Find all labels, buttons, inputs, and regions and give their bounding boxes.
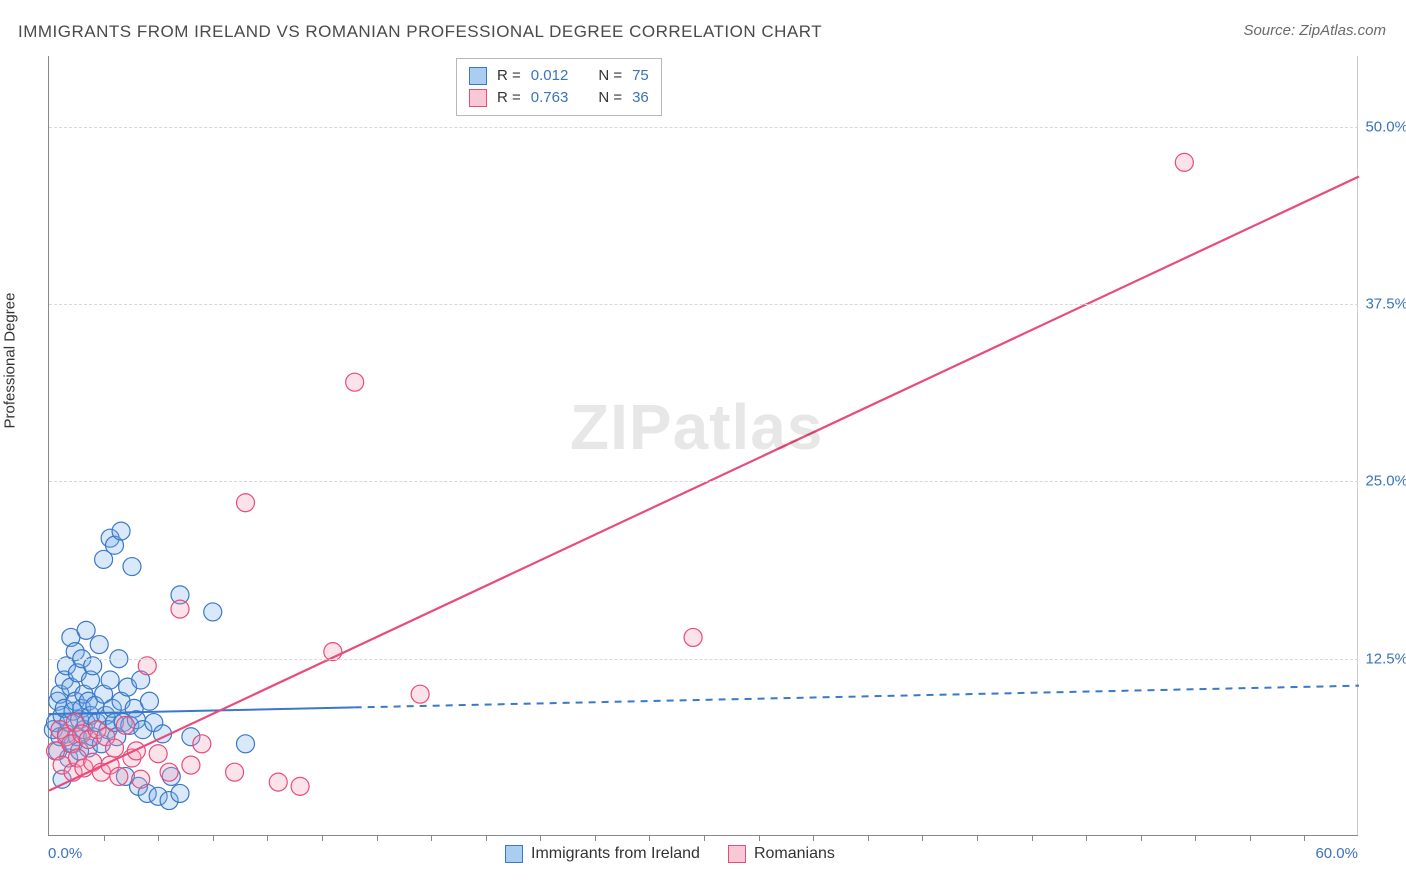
scatter-point bbox=[411, 685, 429, 703]
x-tick bbox=[158, 835, 159, 841]
x-tick bbox=[104, 835, 105, 841]
x-tick bbox=[213, 835, 214, 841]
scatter-point bbox=[132, 770, 150, 788]
x-tick bbox=[1032, 835, 1033, 841]
scatter-point bbox=[140, 692, 158, 710]
chart-title: IMMIGRANTS FROM IRELAND VS ROMANIAN PROF… bbox=[18, 22, 822, 42]
n-value: 36 bbox=[632, 87, 649, 109]
legend-series: Immigrants from Ireland Romanians bbox=[505, 845, 835, 863]
r-value: 0.763 bbox=[531, 87, 569, 109]
y-tick-label: 25.0% bbox=[1358, 473, 1406, 490]
scatter-point bbox=[193, 735, 211, 753]
x-max-label: 60.0% bbox=[1315, 845, 1358, 862]
legend-series-item: Immigrants from Ireland bbox=[505, 845, 700, 863]
y-tick-label: 37.5% bbox=[1358, 296, 1406, 313]
x-origin-label: 0.0% bbox=[48, 845, 82, 862]
legend-correlation-row: R = 0.763 N = 36 bbox=[469, 87, 649, 109]
y-tick-label: 50.0% bbox=[1358, 118, 1406, 135]
scatter-point bbox=[226, 763, 244, 781]
x-tick bbox=[704, 835, 705, 841]
scatter-point bbox=[346, 373, 364, 391]
n-label: N = bbox=[598, 65, 622, 87]
r-value: 0.012 bbox=[531, 65, 569, 87]
x-tick bbox=[540, 835, 541, 841]
scatter-point bbox=[116, 716, 134, 734]
scatter-point bbox=[110, 767, 128, 785]
scatter-point bbox=[684, 628, 702, 646]
x-tick bbox=[1141, 835, 1142, 841]
x-tick bbox=[377, 835, 378, 841]
n-value: 75 bbox=[632, 65, 649, 87]
watermark: ZIPatlas bbox=[570, 390, 823, 464]
scatter-point bbox=[269, 773, 287, 791]
scatter-point bbox=[171, 600, 189, 618]
legend-series-item: Romanians bbox=[728, 845, 835, 863]
y-axis-title: Professional Degree bbox=[2, 293, 19, 429]
x-tick bbox=[486, 835, 487, 841]
legend-series-label: Immigrants from Ireland bbox=[531, 845, 700, 863]
gridline-h bbox=[49, 127, 1358, 128]
source-attribution: Source: ZipAtlas.com bbox=[1243, 22, 1386, 39]
x-tick bbox=[595, 835, 596, 841]
scatter-point bbox=[1175, 153, 1193, 171]
gridline-h bbox=[49, 304, 1358, 305]
n-label: N = bbox=[598, 87, 622, 109]
scatter-point bbox=[182, 756, 200, 774]
scatter-point bbox=[149, 745, 167, 763]
scatter-point bbox=[237, 735, 255, 753]
x-tick bbox=[922, 835, 923, 841]
legend-correlation-row: R = 0.012 N = 75 bbox=[469, 65, 649, 87]
x-tick bbox=[1195, 835, 1196, 841]
x-tick bbox=[1250, 835, 1251, 841]
x-tick bbox=[759, 835, 760, 841]
scatter-point bbox=[291, 777, 309, 795]
legend-correlation: R = 0.012 N = 75 R = 0.763 N = 36 bbox=[456, 58, 662, 116]
y-tick-label: 12.5% bbox=[1358, 650, 1406, 667]
x-tick bbox=[431, 835, 432, 841]
scatter-point bbox=[127, 742, 145, 760]
x-tick bbox=[977, 835, 978, 841]
scatter-point bbox=[90, 636, 108, 654]
scatter-point bbox=[171, 784, 189, 802]
trendline-dashed bbox=[355, 686, 1359, 708]
trendline-solid bbox=[49, 177, 1359, 791]
r-label: R = bbox=[497, 65, 521, 87]
legend-swatch bbox=[469, 89, 487, 107]
x-tick bbox=[267, 835, 268, 841]
gridline-h bbox=[49, 481, 1358, 482]
r-label: R = bbox=[497, 87, 521, 109]
x-tick bbox=[1086, 835, 1087, 841]
x-tick bbox=[322, 835, 323, 841]
x-tick bbox=[868, 835, 869, 841]
legend-series-label: Romanians bbox=[754, 845, 835, 863]
scatter-point bbox=[77, 621, 95, 639]
scatter-point bbox=[237, 494, 255, 512]
gridline-h bbox=[49, 659, 1358, 660]
scatter-point bbox=[160, 763, 178, 781]
scatter-point bbox=[101, 671, 119, 689]
legend-swatch bbox=[728, 845, 746, 863]
x-tick bbox=[1304, 835, 1305, 841]
scatter-point bbox=[123, 558, 141, 576]
x-tick bbox=[813, 835, 814, 841]
legend-swatch bbox=[505, 845, 523, 863]
scatter-point bbox=[106, 739, 124, 757]
scatter-point bbox=[204, 603, 222, 621]
x-tick bbox=[649, 835, 650, 841]
scatter-point bbox=[112, 522, 130, 540]
legend-swatch bbox=[469, 67, 487, 85]
